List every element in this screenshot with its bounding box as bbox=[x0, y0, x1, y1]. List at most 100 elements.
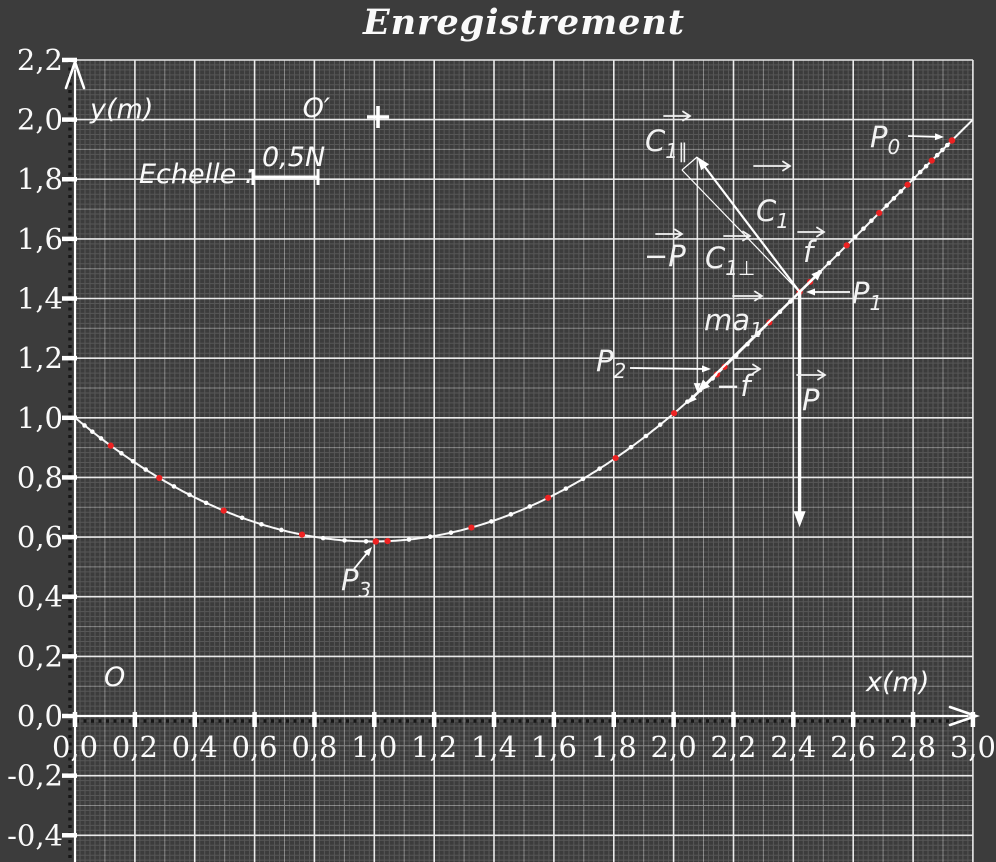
C1-par-label-vector-glyph bbox=[663, 110, 692, 122]
C1-perp-label-vector-glyph bbox=[723, 230, 752, 242]
minus-f-label: −f bbox=[716, 369, 754, 403]
grid-medium-lines bbox=[75, 59, 973, 862]
x-tick-label: 2,6 bbox=[830, 730, 876, 764]
trajectory-dot bbox=[923, 163, 929, 169]
trajectory-dot bbox=[563, 486, 569, 491]
x-tick-label: 0,6 bbox=[232, 730, 278, 764]
x-tick-label: 1,2 bbox=[411, 730, 457, 764]
trajectory-dot bbox=[891, 196, 897, 201]
point-P3 bbox=[372, 538, 379, 545]
trajectory-dot-red bbox=[298, 531, 306, 538]
x-tick-label: 2,0 bbox=[651, 730, 697, 764]
ma1-label-vector-glyph bbox=[732, 290, 764, 302]
trajectory-dot bbox=[363, 539, 369, 544]
trajectory-dot-red bbox=[928, 157, 935, 164]
x-axis-title: x(m) bbox=[865, 667, 929, 698]
y-tick-label: 0,8 bbox=[17, 460, 63, 494]
P2-label: P2 bbox=[596, 344, 626, 383]
P-label: P bbox=[802, 383, 820, 417]
C1-perp-label: C1⊥ bbox=[705, 241, 755, 280]
x-tick-label: 2,4 bbox=[770, 730, 816, 764]
P3-label-pointer-shaft bbox=[353, 551, 369, 570]
trajectory-dot bbox=[911, 175, 917, 181]
P0-label-pointer-head bbox=[934, 133, 944, 141]
y-tick-label: -0,2 bbox=[7, 759, 63, 793]
x-tick-label: 2,8 bbox=[890, 730, 936, 764]
f-label-vector-glyph bbox=[797, 226, 826, 238]
force-vectors bbox=[681, 156, 823, 528]
trajectory-dot bbox=[944, 142, 950, 148]
origin-prime-plus bbox=[367, 106, 389, 128]
y-tick-label: 1,0 bbox=[17, 401, 63, 435]
trajectory-dot bbox=[489, 519, 494, 524]
trajectory-dot-red bbox=[544, 494, 552, 501]
P2-label-pointer-head bbox=[701, 365, 711, 373]
x-tick-label: 0,8 bbox=[291, 730, 337, 764]
y-tick-label: 0,2 bbox=[17, 639, 63, 673]
ma1-label: ma1 bbox=[704, 303, 763, 342]
x-tick-label: 0,2 bbox=[112, 730, 158, 764]
chart-title: Enregistrement bbox=[362, 2, 686, 43]
trajectory-dot-red bbox=[843, 242, 850, 249]
vector-ma1-head bbox=[697, 379, 711, 393]
trajectory-dot-red bbox=[220, 507, 227, 514]
x-tick-label: 1,0 bbox=[351, 730, 397, 764]
vector-minus-f-shaft bbox=[692, 373, 718, 399]
trajectory-dot bbox=[940, 147, 945, 153]
trajectory-dot-red bbox=[384, 538, 391, 545]
vector-minus-P-head bbox=[693, 383, 701, 393]
y-tick-label: 0,6 bbox=[17, 520, 63, 554]
trajectory-dot-red bbox=[670, 410, 678, 417]
trajectory-dot bbox=[119, 451, 124, 456]
y-tick-label: -0,4 bbox=[7, 818, 63, 852]
P3-label-pointer-head bbox=[363, 547, 372, 557]
minus-P-label: −P bbox=[644, 239, 686, 273]
trajectory-dot bbox=[527, 504, 533, 509]
trajectory-dot bbox=[239, 515, 245, 521]
trajectory-dot bbox=[934, 152, 940, 158]
vector-C1-perp-shaft bbox=[681, 169, 801, 293]
trajectory-dot bbox=[82, 423, 87, 428]
axes bbox=[62, 57, 980, 862]
x-tick-label: 0,4 bbox=[172, 730, 218, 764]
P3-label: P3 bbox=[341, 563, 371, 602]
trajectory-dot-red bbox=[612, 454, 619, 462]
trajectory-dot bbox=[98, 436, 104, 441]
trajectory-dot bbox=[406, 537, 412, 542]
trajectory-dot-red bbox=[156, 474, 163, 482]
vector-P-head bbox=[793, 511, 806, 528]
trajectory-dot bbox=[898, 189, 904, 194]
P0-label-pointer-shaft bbox=[907, 135, 938, 138]
vector-ma1-shaft bbox=[704, 291, 801, 386]
y-axis-title: y(m) bbox=[89, 94, 153, 125]
trajectory-dot bbox=[448, 530, 454, 535]
grid-fine-lines bbox=[75, 59, 973, 862]
x-tick-label: 1,6 bbox=[531, 730, 577, 764]
trajectory-dot bbox=[427, 534, 433, 539]
y-tick-label: 2,2 bbox=[17, 43, 63, 77]
trajectory-dot bbox=[580, 476, 586, 482]
minus-f-label-vector-glyph bbox=[733, 363, 762, 375]
x-axis-arrow bbox=[948, 705, 980, 727]
x-tick-label: 3,0 bbox=[950, 730, 996, 764]
y-tick-label: 0,4 bbox=[17, 580, 63, 614]
trajectory-dot bbox=[187, 492, 192, 498]
C1-par-label: C1∥ bbox=[645, 124, 688, 163]
scale-value: 0,5N bbox=[262, 142, 325, 173]
trajectory-dot-red bbox=[468, 524, 475, 531]
y-tick-label: 1,2 bbox=[17, 341, 63, 375]
origin-label: O bbox=[104, 662, 125, 693]
trajectory-dot bbox=[657, 422, 663, 427]
grid bbox=[74, 59, 974, 862]
trajectory-dot bbox=[835, 251, 841, 257]
minus-P-label-vector-glyph bbox=[655, 228, 684, 240]
x-tick-label: 1,8 bbox=[591, 730, 637, 764]
P2-label-pointer-shaft bbox=[629, 367, 705, 370]
trajectory-dot bbox=[171, 484, 177, 489]
x-tick-label: 2,2 bbox=[710, 730, 756, 764]
y-tick-label: 0,0 bbox=[17, 699, 63, 733]
trajectory-dot bbox=[279, 527, 284, 533]
trajectory-dot-red bbox=[107, 442, 114, 449]
